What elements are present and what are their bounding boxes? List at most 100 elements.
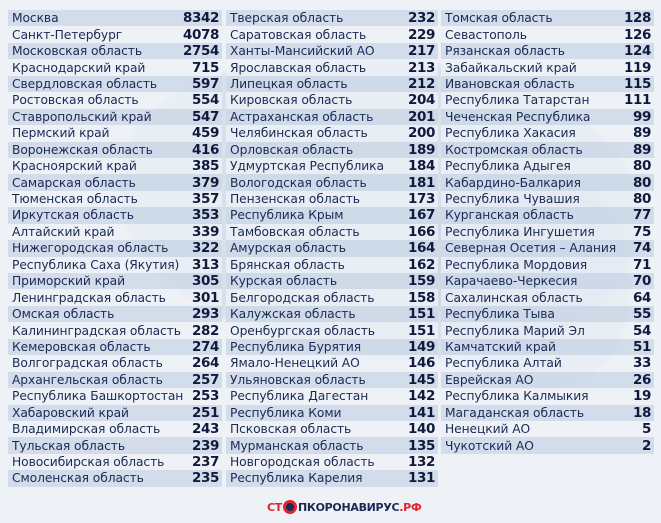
region-row: Курганская область 77 — [441, 207, 654, 224]
region-name: Ярославская область — [230, 60, 367, 75]
region-name: Рязанская область — [445, 44, 565, 59]
region-row: Республика Мордовия 71 — [441, 256, 654, 273]
region-row: Камчатский край 51 — [441, 338, 654, 356]
case-count: 5 — [642, 421, 651, 438]
case-count: 33 — [633, 355, 651, 372]
case-count: 158 — [408, 289, 435, 306]
region-name: Орловская область — [230, 142, 354, 157]
case-count: 201 — [408, 108, 435, 125]
region-name: Республика Марий Эл — [445, 323, 585, 338]
case-count: 54 — [633, 322, 651, 339]
region-row: Белгородская область 158 — [226, 289, 438, 306]
case-count: 80 — [633, 174, 651, 191]
region-row: Кемеровская область 274 — [8, 338, 222, 356]
region-row: Республика Алтай 33 — [441, 355, 654, 372]
region-name: Калужская область — [230, 307, 356, 322]
region-name: Карачаево-Черкесия — [445, 274, 578, 289]
region-name: Оренбургская область — [230, 323, 375, 338]
region-name: Республика Ингушетия — [445, 224, 595, 239]
case-count: 80 — [633, 158, 651, 175]
region-name: Республика Мордовия — [445, 257, 588, 272]
region-row: Волгоградская область 264 — [8, 355, 222, 372]
region-name: Чеченская Республика — [445, 109, 591, 124]
region-name: Курская область — [230, 274, 338, 289]
case-count: 715 — [192, 59, 219, 76]
region-row: Амурская область 164 — [226, 240, 438, 257]
region-name: Ростовская область — [12, 93, 139, 108]
case-count: 597 — [192, 75, 219, 92]
region-name: Республика Тыва — [445, 307, 555, 322]
region-row: Свердловская область 597 — [8, 75, 222, 93]
region-name: Ставропольский край — [12, 109, 152, 124]
region-name: Волгоградская область — [12, 356, 163, 371]
region-row: Нижегородская область 322 — [8, 240, 222, 257]
region-row: Мурманская область 135 — [226, 437, 438, 454]
region-row: Кабардино-Балкария 80 — [441, 174, 654, 191]
region-name: Республика Дагестан — [230, 389, 369, 404]
case-count: 204 — [408, 92, 435, 109]
region-name: Челябинская область — [230, 126, 368, 141]
region-name: Камчатский край — [445, 339, 556, 354]
region-row: Иркутская область 353 — [8, 207, 222, 224]
region-row: Омская область 293 — [8, 305, 222, 323]
case-count: 251 — [192, 404, 219, 421]
region-name: Нижегородская область — [12, 241, 169, 256]
case-count: 2754 — [183, 43, 219, 60]
region-row: Ханты-Мансийский АО 217 — [226, 42, 438, 60]
region-name: Магаданская область — [445, 405, 585, 420]
region-row: Алтайский край 339 — [8, 223, 222, 241]
region-name: Алтайский край — [12, 224, 115, 239]
region-name: Свердловская область — [12, 76, 158, 91]
region-name: Архангельская область — [12, 372, 163, 387]
case-count: 51 — [633, 338, 651, 355]
region-row: Магаданская область 18 — [441, 404, 654, 421]
region-row: Забайкальский край 119 — [441, 59, 654, 76]
case-count: 459 — [192, 125, 219, 142]
region-row: Владимирская область 243 — [8, 420, 222, 438]
case-count: 189 — [408, 141, 435, 158]
case-count: 2 — [642, 437, 651, 454]
case-count: 243 — [192, 421, 219, 438]
region-name: Пермский край — [12, 126, 110, 141]
region-name: Республика Саха (Якутия) — [12, 257, 180, 272]
region-name: Томская область — [445, 11, 553, 26]
case-count: 167 — [408, 207, 435, 224]
case-count: 124 — [624, 43, 651, 60]
region-row: Приморский край 305 — [8, 273, 222, 290]
case-count: 70 — [633, 273, 651, 290]
region-row: Республика Башкортостан 253 — [8, 388, 222, 405]
case-count: 173 — [408, 191, 435, 208]
region-row: Ульяновская область 145 — [226, 371, 438, 389]
region-row: Архангельская область 257 — [8, 371, 222, 389]
region-name: Приморский край — [12, 274, 125, 289]
case-count: 184 — [408, 158, 435, 175]
case-count: 115 — [624, 75, 651, 92]
case-count: 71 — [633, 256, 651, 273]
logo-part-1: СТ — [267, 500, 282, 514]
region-row: Карачаево-Черкесия 70 — [441, 273, 654, 290]
region-name: Иркутская область — [12, 208, 134, 223]
region-row: Тюменская область 357 — [8, 190, 222, 208]
logo-part-3: .РФ — [399, 500, 422, 514]
region-name: Тюменская область — [12, 192, 138, 207]
case-count: 353 — [192, 207, 219, 224]
case-count: 301 — [192, 289, 219, 306]
case-count: 126 — [624, 26, 651, 43]
case-count: 145 — [408, 371, 435, 388]
region-name: Курганская область — [445, 208, 574, 223]
case-count: 200 — [408, 125, 435, 142]
case-count: 75 — [633, 223, 651, 240]
region-name: Кабардино-Балкария — [445, 175, 581, 190]
region-name: Ханты-Мансийский АО — [230, 44, 375, 59]
region-name: Саратовская область — [230, 27, 367, 42]
region-row: Костромская область 89 — [441, 141, 654, 158]
region-name: Пензенская область — [230, 192, 360, 207]
region-name: Тверская область — [230, 11, 344, 26]
case-count: 135 — [408, 437, 435, 454]
case-count: 131 — [408, 470, 435, 487]
region-name: Мурманская область — [230, 438, 364, 453]
region-name: Республика Татарстан — [445, 93, 590, 108]
region-row: Удмуртская Республика 184 — [226, 157, 438, 175]
region-name: Москва — [12, 11, 59, 26]
region-name: Еврейская АО — [445, 372, 534, 387]
